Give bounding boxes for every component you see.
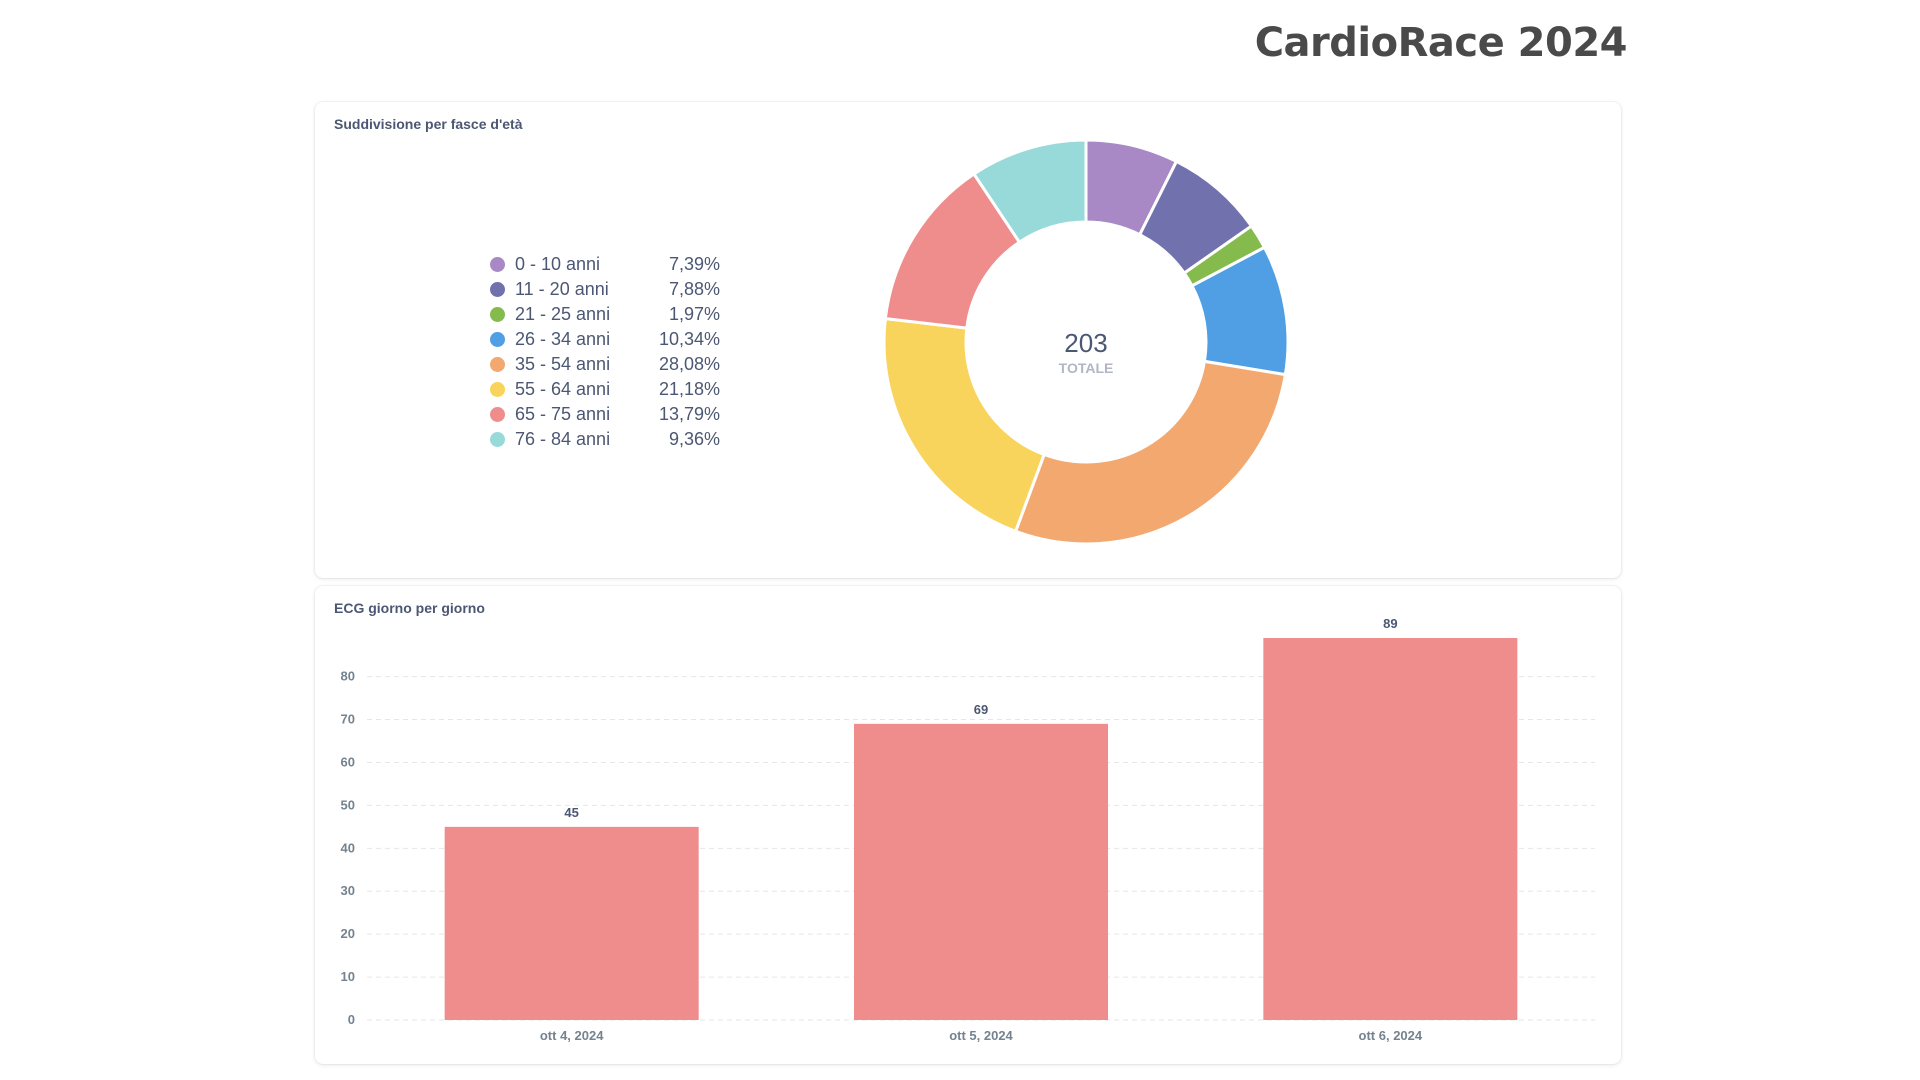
y-tick-label: 80 [341,669,355,684]
age-donut-chart: 203 TOTALE [882,138,1290,546]
legend-item[interactable]: 65 - 75 anni 13,79% [490,402,720,427]
legend-dot-icon [490,382,505,397]
age-breakdown-card: Suddivisione per fasce d'età 0 - 10 anni… [315,102,1621,578]
y-tick-label: 20 [341,926,355,941]
legend-percent: 21,18% [658,379,720,399]
y-tick-label: 60 [341,754,355,769]
legend-dot-icon [490,307,505,322]
donut-slice[interactable] [1013,359,1288,546]
legend-dot-icon [490,432,505,447]
y-tick-label: 70 [341,712,355,727]
legend-item[interactable]: 76 - 84 anni 9,36% [490,427,720,452]
donut-slice[interactable] [882,316,1047,534]
legend-item[interactable]: 26 - 34 anni 10,34% [490,327,720,352]
ecg-daily-title[interactable]: ECG giorno per giorno [334,600,485,616]
page-title: CardioRace 2024 [1254,20,1628,66]
ecg-bar-chart: 0 10 20 30 40 50 60 70 80 45 ott 4, 2024 69 ott 5, 2… [341,616,1595,1043]
age-legend: 0 - 10 anni 7,39% 11 - 20 anni 7,88% 21 - 25… [490,252,720,452]
y-tick-label: 40 [341,840,355,855]
legend-dot-icon [490,407,505,422]
x-tick-label: ott 5, 2024 [949,1028,1013,1043]
bar[interactable] [444,826,699,1020]
bar-value-label: 45 [564,805,578,820]
legend-label: 65 - 75 anni [515,404,611,424]
legend-label: 0 - 10 anni [515,254,601,274]
bar-value-label: 69 [974,702,988,717]
legend-percent: 7,88% [668,279,720,299]
legend-item[interactable]: 35 - 54 anni 28,08% [490,352,720,377]
legend-percent: 7,39% [668,254,720,274]
donut-total-label: TOTALE [1059,360,1114,376]
y-tick-label: 0 [348,1012,355,1027]
x-tick-label: ott 6, 2024 [1359,1028,1423,1043]
legend-dot-icon [490,282,505,297]
legend-label: 35 - 54 anni [515,354,611,374]
legend-dot-icon [490,332,505,347]
bar-value-label: 89 [1383,616,1397,631]
x-tick-label: ott 4, 2024 [540,1028,604,1043]
bar[interactable] [1263,638,1518,1020]
legend-label: 11 - 20 anni [515,279,609,299]
y-tick-label: 50 [341,797,355,812]
donut-slice[interactable] [971,138,1088,245]
age-breakdown-title[interactable]: Suddivisione per fasce d'età [334,116,523,132]
legend-label: 21 - 25 anni [515,304,611,324]
legend-percent: 10,34% [658,329,720,349]
legend-item[interactable]: 55 - 64 anni 21,18% [490,377,720,402]
ecg-daily-card: ECG giorno per giorno 0 10 20 30 40 50 60 70 80 4… [315,586,1621,1064]
legend-dot-icon [490,257,505,272]
legend-percent: 28,08% [658,354,720,374]
y-tick-label: 10 [341,969,355,984]
y-tick-label: 30 [341,883,355,898]
donut-total-value: 203 [1064,328,1107,358]
legend-item[interactable]: 0 - 10 anni 7,39% [490,252,720,277]
bar[interactable] [854,723,1108,1020]
legend-dot-icon [490,357,505,372]
legend-percent: 9,36% [668,429,720,449]
legend-label: 26 - 34 anni [515,329,611,349]
legend-item[interactable]: 11 - 20 anni 7,88% [490,277,720,302]
legend-label: 55 - 64 anni [515,379,611,399]
legend-label: 76 - 84 anni [515,429,611,449]
legend-percent: 13,79% [658,404,720,424]
legend-percent: 1,97% [668,304,720,324]
legend-item[interactable]: 21 - 25 anni 1,97% [490,302,720,327]
